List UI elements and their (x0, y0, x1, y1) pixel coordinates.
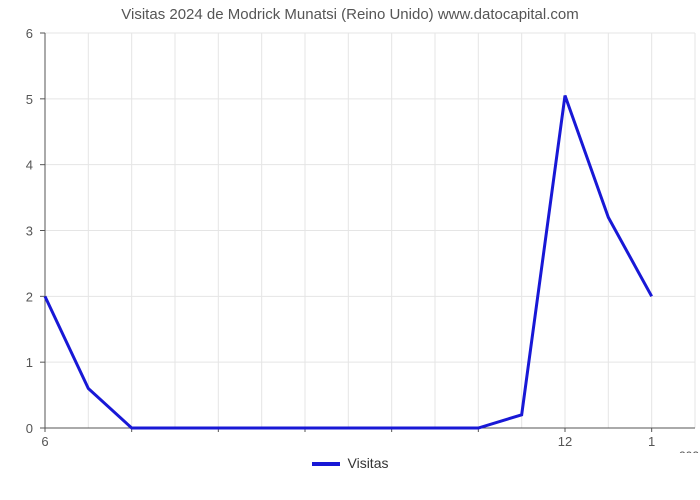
chart-title: Visitas 2024 de Modrick Munatsi (Reino U… (0, 0, 700, 23)
legend-label: Visitas (348, 455, 389, 471)
svg-text:0: 0 (26, 421, 33, 436)
svg-text:1: 1 (648, 434, 655, 449)
legend-swatch (312, 462, 340, 466)
svg-text:202: 202 (679, 449, 699, 453)
svg-text:1: 1 (26, 355, 33, 370)
svg-text:6: 6 (26, 26, 33, 41)
svg-text:4: 4 (26, 158, 33, 173)
svg-text:6: 6 (41, 434, 48, 449)
chart-area: 01234566121202 (0, 23, 700, 453)
svg-text:12: 12 (558, 434, 572, 449)
svg-text:2: 2 (26, 289, 33, 304)
chart-svg: 01234566121202 (0, 23, 700, 453)
svg-text:3: 3 (26, 224, 33, 239)
legend: Visitas (0, 453, 700, 471)
svg-text:5: 5 (26, 92, 33, 107)
